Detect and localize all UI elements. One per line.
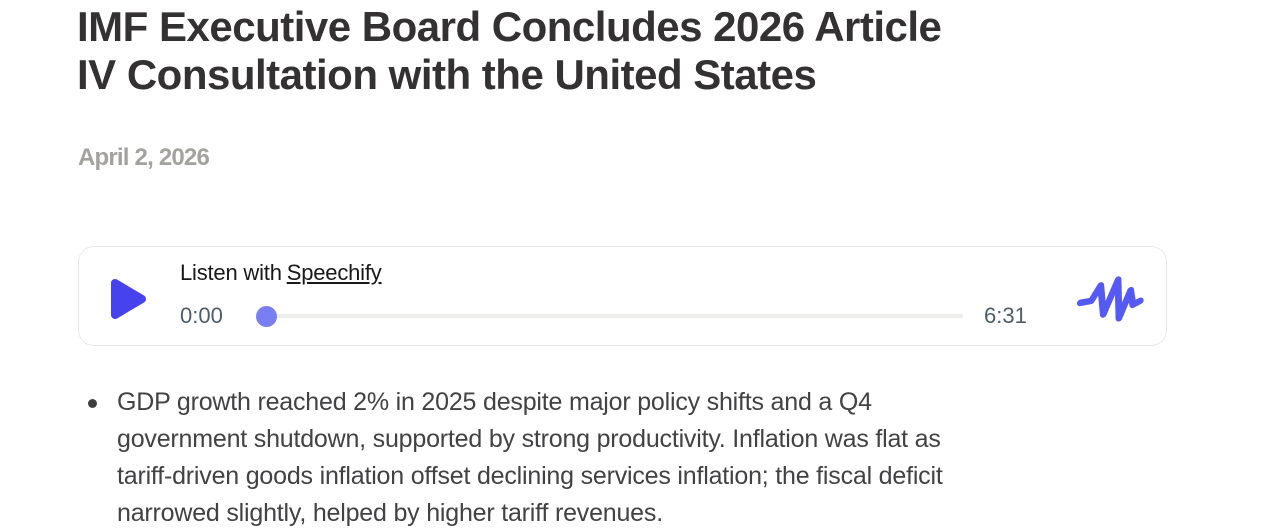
bullet-line: government shutdown, supported by strong… [117,425,941,453]
current-time: 0:00 [180,303,223,328]
speechify-link[interactable]: Speechify [286,260,382,285]
bullet-dot [88,399,97,408]
listen-prefix: Listen with [180,260,282,285]
article-date: April 2, 2026 [78,144,210,171]
bullet-line: tariff-driven goods inflation offset dec… [117,462,943,490]
duration-time: 6:31 [984,303,1027,328]
play-triangle-icon [105,278,153,320]
page-title: IMF Executive Board Concludes 2026 Artic… [77,3,1137,99]
progress-thumb[interactable] [256,306,277,327]
article-bullet-list: GDP growth reached 2% in 2025 despite ma… [78,384,1218,532]
play-button[interactable] [105,275,153,323]
list-item: GDP growth reached 2% in 2025 despite ma… [78,384,1218,532]
bullet-line: GDP growth reached 2% in 2025 despite ma… [117,388,872,416]
progress-track[interactable] [256,306,963,327]
bullet-line: narrowed slightly, helped by higher tari… [117,499,663,527]
listen-with-label: Listen with Speechify [180,260,382,286]
page-title-line-1: IMF Executive Board Concludes 2026 Artic… [77,3,942,50]
speechify-logo[interactable] [1076,274,1146,322]
speechify-waveform-icon [1076,274,1146,322]
speechify-player-card: Listen with Speechify 0:00 6:31 [78,246,1167,346]
page-title-line-2: IV Consultation with the United States [77,51,817,98]
